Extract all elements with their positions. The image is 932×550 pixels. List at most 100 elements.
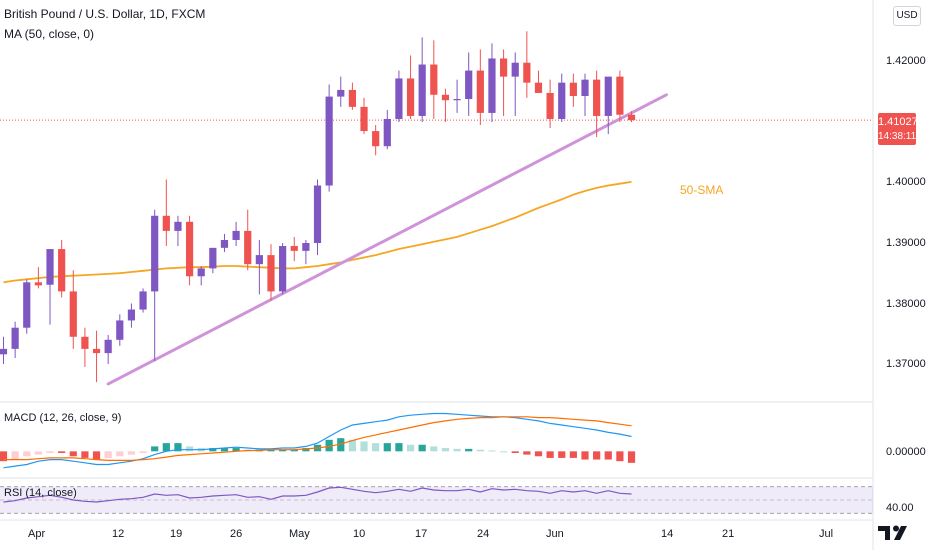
candle-body: [593, 79, 601, 116]
date-tick: Apr: [28, 528, 46, 540]
date-tick: 19: [170, 528, 183, 540]
macd-histogram-bar: [441, 448, 450, 452]
candle-body: [488, 58, 496, 113]
candle-body: [267, 255, 275, 292]
macd-histogram-bar: [127, 451, 136, 455]
rsi-legend[interactable]: RSI (14, close): [4, 487, 77, 499]
candle-body: [558, 82, 566, 119]
macd-histogram-bar: [0, 451, 8, 462]
sma-annotation: 50-SMA: [680, 183, 724, 197]
price-tick: 1.37000: [886, 358, 926, 370]
candle-body: [511, 62, 519, 77]
candle-body: [209, 247, 217, 269]
macd-line: [3, 412, 632, 469]
sma50-line: [3, 181, 632, 284]
candle-body: [499, 58, 508, 77]
tradingview-logo[interactable]: [874, 518, 924, 544]
candle-body: [383, 118, 391, 147]
date-tick: 24: [477, 528, 490, 540]
macd-histogram-bar: [11, 451, 19, 460]
candle-body: [185, 221, 194, 277]
date-tick: May: [289, 528, 310, 540]
macd-histogram-bar: [185, 446, 194, 452]
rsi-line: [3, 486, 632, 503]
candle-body: [104, 339, 112, 354]
macd-histogram-bar: [488, 450, 496, 452]
date-tick: 14: [661, 528, 674, 540]
candle-body: [313, 185, 322, 243]
macd-histogram-bar: [430, 446, 438, 452]
candle-body: [69, 291, 77, 337]
candle-body: [581, 79, 589, 96]
macd-histogram-bar: [151, 446, 159, 452]
macd-histogram-bar: [139, 451, 147, 453]
date-tick: 12: [112, 528, 125, 540]
candle-body: [92, 348, 101, 354]
candle-body: [174, 221, 182, 231]
indicator-legend[interactable]: MA (50, close, 0): [4, 27, 95, 41]
candle-body: [244, 230, 252, 265]
macd-histogram-bar: [174, 443, 182, 452]
candle-body: [197, 268, 205, 277]
candle-body: [348, 89, 356, 107]
macd-histogram-bar: [162, 443, 170, 452]
price-tick: 1.40000: [886, 176, 926, 188]
chart-title: British Pound / U.S. Dollar, 1D, FXCM: [4, 7, 206, 21]
candle-body: [290, 246, 298, 251]
candle-body: [139, 291, 147, 310]
macd-histogram-bar: [209, 448, 217, 452]
date-tick: 17: [415, 528, 428, 540]
candle-body: [58, 249, 66, 292]
price-tick: 1.39000: [886, 237, 926, 249]
candle-body: [220, 239, 229, 248]
macd-histogram-bar: [465, 448, 473, 452]
candle-body: [116, 320, 124, 340]
macd-histogram-bar: [534, 451, 543, 457]
macd-histogram-bar: [406, 444, 415, 452]
macd-histogram-bar: [372, 443, 380, 452]
macd-histogram-bar: [220, 448, 229, 452]
last-price-tag: 1.41027 14:38:11: [878, 113, 918, 145]
macd-histogram-bar: [69, 451, 77, 457]
macd-histogram-bar: [476, 449, 484, 452]
candle-body: [476, 70, 484, 113]
candle-body: [46, 249, 54, 285]
macd-histogram-bar: [92, 451, 101, 460]
date-tick: 26: [230, 528, 243, 540]
date-tick: 21: [722, 528, 735, 540]
macd-histogram-bar: [360, 441, 368, 452]
macd-histogram-bar: [569, 451, 577, 458]
candle-body: [162, 215, 170, 231]
price-tick: 1.38000: [886, 298, 926, 310]
candle-body: [337, 89, 345, 97]
candle-body: [627, 114, 636, 121]
macd-histogram-bar: [116, 451, 124, 457]
candle-body: [616, 76, 624, 115]
macd-histogram-bar: [616, 451, 624, 462]
macd-legend[interactable]: MACD (12, 26, close, 9): [4, 412, 122, 424]
macd-histogram-bar: [348, 439, 356, 452]
rsi-tick: 40.00: [886, 502, 914, 514]
macd-histogram-bar: [604, 451, 612, 460]
macd-signal-line: [3, 416, 632, 461]
macd-tick: 0.00000: [886, 446, 926, 458]
candle-body: [325, 96, 333, 186]
macd-histogram-bar: [58, 451, 66, 453]
macd-histogram-bar: [593, 451, 601, 460]
currency-button[interactable]: USD: [893, 6, 921, 26]
candle-body: [302, 243, 310, 251]
last-price-value: 1.41027: [878, 116, 918, 128]
macd-histogram-bar: [325, 439, 333, 452]
candle-body: [406, 78, 415, 116]
candle-body: [279, 246, 287, 292]
macd-histogram-bar: [81, 451, 89, 458]
macd-histogram-bar: [395, 443, 403, 452]
candle-body: [34, 282, 42, 286]
candle-body: [604, 76, 612, 116]
macd-histogram-bar: [453, 448, 461, 452]
macd-histogram-bar: [232, 448, 240, 452]
candle-body: [523, 62, 531, 83]
trendline: [106, 93, 668, 386]
macd-histogram-bar: [290, 449, 298, 452]
